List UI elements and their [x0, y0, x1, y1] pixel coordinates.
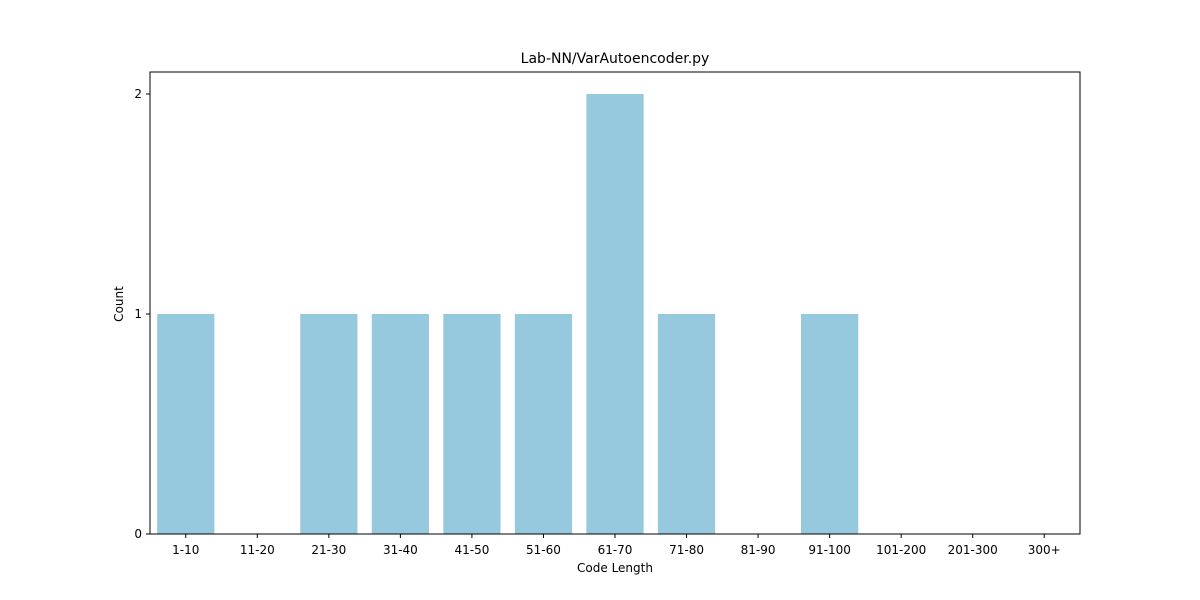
bar-1-10	[157, 314, 215, 534]
x-tick-label: 300+	[1028, 543, 1061, 557]
bar-41-50	[443, 314, 501, 534]
x-tick-label: 11-20	[240, 543, 275, 557]
bar-51-60	[514, 314, 573, 534]
bar-71-80	[657, 314, 716, 534]
chart-title: Lab-NN/VarAutoencoder.py	[521, 51, 710, 67]
x-axis: 1-10 11-20 21-30 31-40 41-50 51-60 61-70 71-80 8…	[172, 534, 1061, 557]
x-tick-label: 71-80	[669, 543, 704, 557]
x-tick-label: 51-60	[526, 543, 561, 557]
x-tick-label: 101-200	[876, 543, 926, 557]
x-tick-label: 1-10	[172, 543, 199, 557]
y-tick-label: 1	[134, 307, 142, 321]
y-tick-label: 2	[134, 87, 142, 101]
y-axis: 0 1 2	[134, 87, 150, 541]
x-tick-label: 91-100	[808, 543, 851, 557]
x-tick-label: 21-30	[311, 543, 346, 557]
x-tick-label: 81-90	[741, 543, 776, 557]
x-tick-label: 31-40	[383, 543, 418, 557]
bar-91-100	[801, 314, 859, 534]
x-tick-label: 201-300	[948, 543, 998, 557]
bar-61-70	[586, 94, 644, 534]
bar-31-40	[371, 314, 429, 534]
x-tick-label: 61-70	[598, 543, 633, 557]
x-axis-title: Code Length	[577, 561, 653, 575]
bars-layer	[157, 94, 859, 534]
y-axis-title: Count	[112, 286, 126, 322]
bar-21-30	[300, 314, 358, 534]
y-tick-label: 0	[134, 527, 142, 541]
x-tick-label: 41-50	[454, 543, 489, 557]
